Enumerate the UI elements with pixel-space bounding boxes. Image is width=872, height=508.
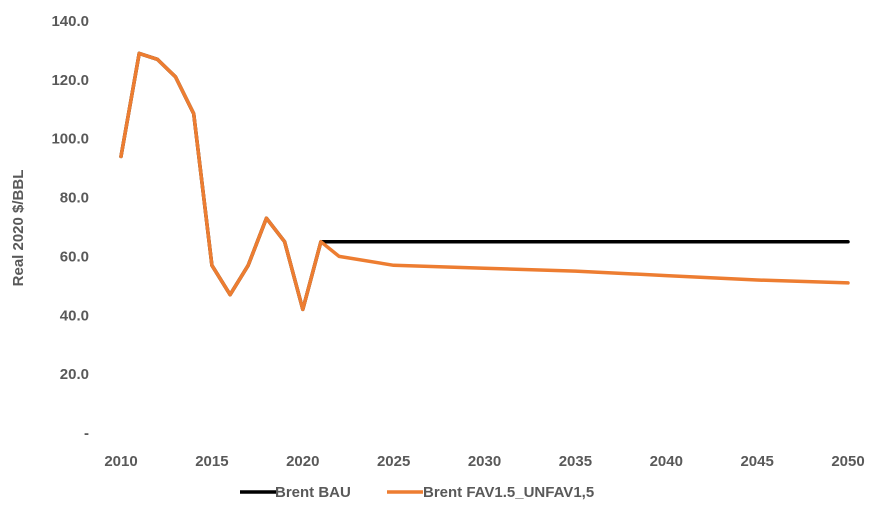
x-tick-label: 2015 bbox=[195, 453, 228, 470]
y-tick-label: 140.0 bbox=[51, 13, 89, 30]
series-lines bbox=[119, 51, 850, 312]
y-tick-label: 60.0 bbox=[60, 248, 89, 265]
series-line-brent-fav-unfav bbox=[119, 51, 850, 312]
y-tick-label: - bbox=[84, 425, 89, 442]
x-tick-label: 2050 bbox=[831, 453, 864, 470]
y-tick-label: 120.0 bbox=[51, 72, 89, 89]
y-tick-label: 40.0 bbox=[60, 307, 89, 324]
y-tick-label: 80.0 bbox=[60, 190, 89, 207]
x-tick-label: 2020 bbox=[286, 453, 319, 470]
x-axis-ticks: 2010 2015 2020 2025 2030 2035 2040 2045 2050 bbox=[104, 453, 864, 470]
y-tick-label: 20.0 bbox=[60, 366, 89, 383]
series-line-brent-bau bbox=[119, 51, 850, 312]
legend-label: Brent FAV1.5_UNFAV1,5 bbox=[423, 484, 594, 501]
x-tick-label: 2040 bbox=[650, 453, 683, 470]
y-axis-ticks: - 20.0 40.0 60.0 80.0 100.0 120.0 140.0 bbox=[51, 13, 89, 442]
x-tick-label: 2035 bbox=[559, 453, 592, 470]
x-tick-label: 2025 bbox=[377, 453, 410, 470]
legend-label: Brent BAU bbox=[275, 484, 351, 501]
legend: Brent BAU Brent FAV1.5_UNFAV1,5 bbox=[240, 484, 594, 501]
x-tick-label: 2030 bbox=[468, 453, 501, 470]
y-tick-label: 100.0 bbox=[51, 131, 89, 148]
x-tick-label: 2045 bbox=[740, 453, 773, 470]
y-axis-label: Real 2020 $/BBL bbox=[10, 170, 27, 287]
x-tick-label: 2010 bbox=[104, 453, 137, 470]
